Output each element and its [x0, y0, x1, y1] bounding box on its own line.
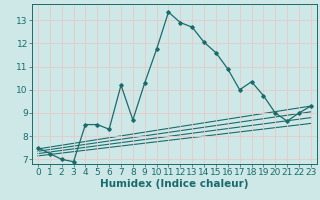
X-axis label: Humidex (Indice chaleur): Humidex (Indice chaleur) — [100, 179, 249, 189]
